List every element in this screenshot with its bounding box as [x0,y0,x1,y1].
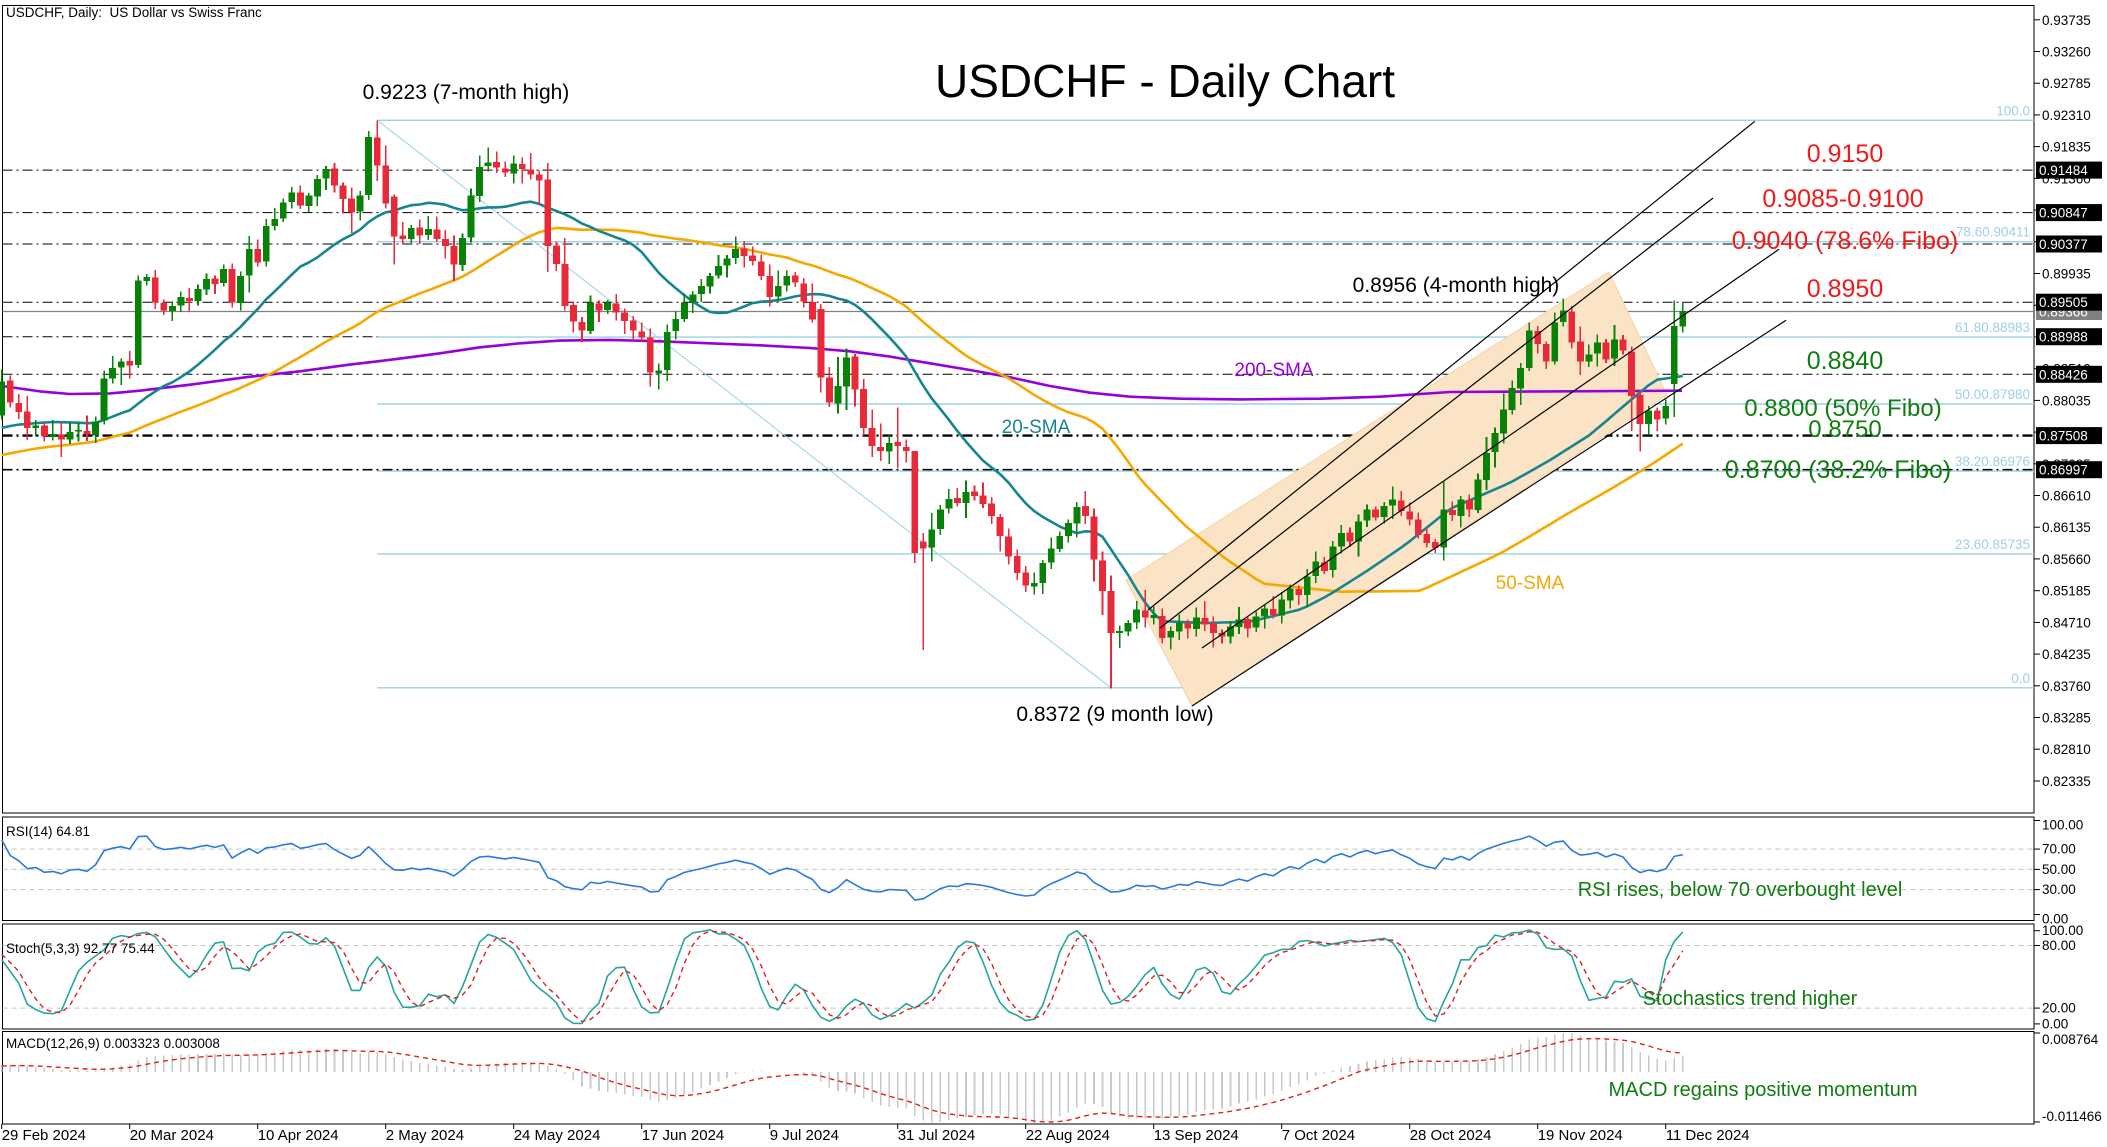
svg-text:MACD regains positive momentum: MACD regains positive momentum [1609,1079,1918,1101]
svg-text:70.00: 70.00 [2042,842,2076,857]
svg-text:0.8956 (4-month high): 0.8956 (4-month high) [1353,274,1560,297]
svg-text:9 Jul 2024: 9 Jul 2024 [770,1127,839,1144]
svg-text:31 Jul 2024: 31 Jul 2024 [898,1127,976,1144]
svg-text:USDCHF, Daily: US Dollar vs S: USDCHF, Daily: US Dollar vs Swiss Franc [6,5,262,20]
svg-text:0.8700 (38.2% Fibo): 0.8700 (38.2% Fibo) [1725,456,1952,484]
svg-text:0.83760: 0.83760 [2042,679,2091,694]
svg-text:0.8840: 0.8840 [1807,347,1883,375]
svg-text:0.86610: 0.86610 [2042,489,2091,504]
svg-text:29 Feb 2024: 29 Feb 2024 [2,1127,86,1144]
svg-text:0.87508: 0.87508 [2039,429,2088,444]
svg-text:20-SMA: 20-SMA [1002,417,1071,438]
svg-text:0.84710: 0.84710 [2042,615,2091,630]
svg-text:0.82810: 0.82810 [2042,742,2091,757]
svg-text:0.8800 (50% Fibo): 0.8800 (50% Fibo) [1744,395,1941,422]
svg-text:50.00.87980: 50.00.87980 [1955,387,2030,402]
svg-text:0.90377: 0.90377 [2039,237,2088,252]
svg-text:100.0: 100.0 [1996,103,2030,118]
svg-text:0.88988: 0.88988 [2039,330,2088,345]
svg-text:-0.011466: -0.011466 [2042,1109,2102,1124]
svg-text:0.9040 (78.6% Fibo): 0.9040 (78.6% Fibo) [1732,227,1959,255]
svg-text:0.92310: 0.92310 [2042,108,2091,123]
svg-text:20.00: 20.00 [2042,1001,2076,1016]
svg-text:20 Mar 2024: 20 Mar 2024 [130,1127,214,1144]
svg-text:23.60.85735: 23.60.85735 [1955,537,2030,552]
svg-text:19 Nov 2024: 19 Nov 2024 [1538,1127,1623,1144]
svg-text:0.9150: 0.9150 [1807,140,1883,168]
svg-text:11 Dec 2024: 11 Dec 2024 [1666,1127,1750,1144]
svg-text:24 May 2024: 24 May 2024 [514,1127,601,1144]
svg-text:RSI rises, below 70 overbought: RSI rises, below 70 overbought level [1578,879,1903,901]
svg-text:0.86135: 0.86135 [2042,520,2091,535]
svg-text:0.89505: 0.89505 [2039,295,2088,310]
svg-text:2 May 2024: 2 May 2024 [386,1127,464,1144]
svg-text:0.008764: 0.008764 [2042,1032,2099,1047]
svg-text:0.8750: 0.8750 [1808,416,1881,443]
svg-text:Stoch(5,3,3) 92.77 75.44: Stoch(5,3,3) 92.77 75.44 [6,941,155,956]
svg-text:0.84235: 0.84235 [2042,647,2091,662]
svg-text:USDCHF - Daily Chart: USDCHF - Daily Chart [935,55,1395,107]
svg-text:7 Oct 2024: 7 Oct 2024 [1282,1127,1355,1144]
svg-text:100.00: 100.00 [2042,923,2083,938]
svg-text:0.9223 (7-month high): 0.9223 (7-month high) [363,81,570,104]
svg-text:200-SMA: 200-SMA [1234,360,1314,381]
svg-text:50.00: 50.00 [2042,862,2076,877]
svg-text:RSI(14) 64.81: RSI(14) 64.81 [6,824,90,839]
svg-text:0.93260: 0.93260 [2042,45,2091,60]
svg-text:0.88035: 0.88035 [2042,393,2091,408]
svg-text:0.00: 0.00 [2042,912,2068,927]
svg-text:0.90847: 0.90847 [2039,206,2088,221]
svg-text:0.85660: 0.85660 [2042,552,2091,567]
svg-text:0.92785: 0.92785 [2042,76,2091,91]
svg-text:30.00: 30.00 [2042,882,2076,897]
svg-text:0.89935: 0.89935 [2042,267,2091,282]
svg-text:38.20.86976: 38.20.86976 [1955,454,2030,469]
svg-text:0.88426: 0.88426 [2039,367,2088,382]
svg-text:10 Apr 2024: 10 Apr 2024 [258,1127,339,1144]
svg-text:0.9085-0.9100: 0.9085-0.9100 [1762,185,1923,213]
svg-text:0.86997: 0.86997 [2039,463,2088,478]
svg-text:0.91835: 0.91835 [2042,140,2091,155]
svg-text:100.00: 100.00 [2042,818,2083,833]
svg-text:78.60.90411: 78.60.90411 [1956,225,2030,240]
svg-text:17 Jun 2024: 17 Jun 2024 [642,1127,725,1144]
svg-text:13 Sep 2024: 13 Sep 2024 [1154,1127,1239,1144]
svg-text:0.91484: 0.91484 [2039,163,2088,178]
svg-text:22 Aug 2024: 22 Aug 2024 [1026,1127,1110,1144]
svg-text:61.80.88983: 61.80.88983 [1955,320,2030,335]
svg-text:0.8372 (9 month low): 0.8372 (9 month low) [1016,703,1213,726]
svg-text:0.85185: 0.85185 [2042,584,2091,599]
svg-text:80.00: 80.00 [2042,938,2076,953]
svg-text:0.82335: 0.82335 [2042,774,2091,789]
svg-text:0.0: 0.0 [2011,671,2030,686]
svg-text:0.8950: 0.8950 [1807,275,1883,303]
svg-text:MACD(12,26,9) 0.003323 0.00300: MACD(12,26,9) 0.003323 0.003008 [6,1036,220,1051]
svg-text:Stochastics trend higher: Stochastics trend higher [1643,988,1858,1010]
svg-text:28 Oct 2024: 28 Oct 2024 [1410,1127,1492,1144]
svg-text:0.00: 0.00 [2042,1016,2068,1031]
svg-text:0.83285: 0.83285 [2042,711,2091,726]
svg-text:50-SMA: 50-SMA [1496,573,1565,594]
svg-text:0.93735: 0.93735 [2042,13,2091,28]
